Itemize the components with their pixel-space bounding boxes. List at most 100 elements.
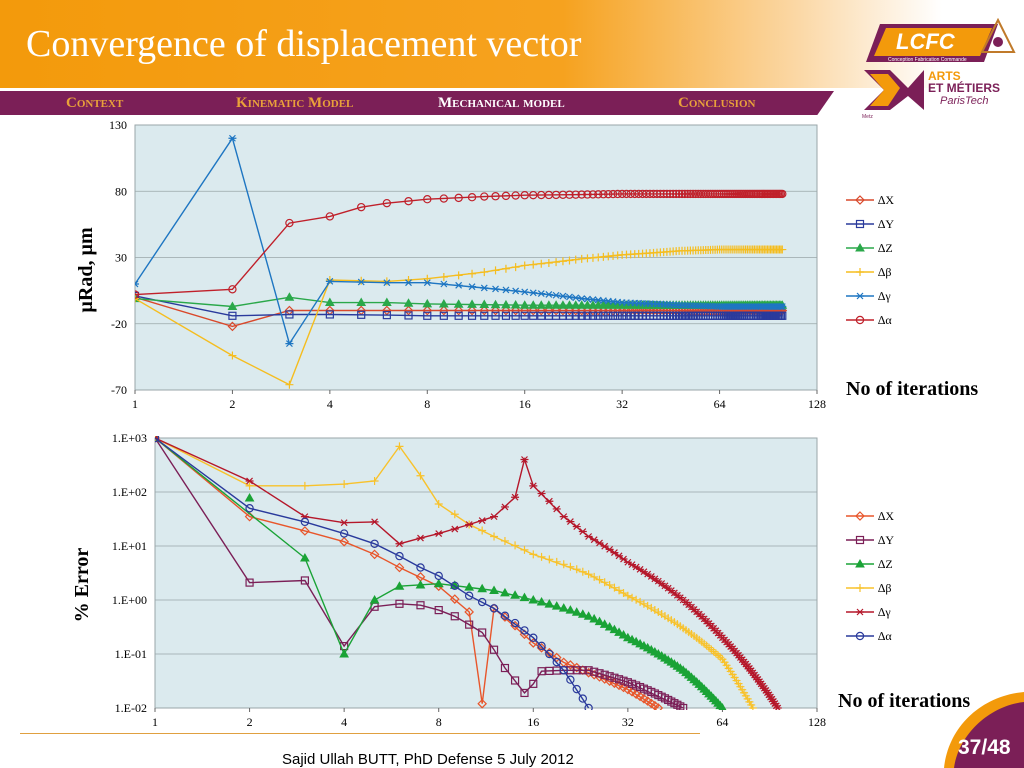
chart0-x-tick-label: 8 [424,397,430,411]
am-logo-line2: ET MÉTIERS [928,80,1000,95]
chart1-data-point [623,678,632,687]
chart1-data-point [572,565,581,574]
chart1-y-tick-label: 1.E-02 [115,701,147,715]
chart1-data-point [627,686,637,697]
chart0-series-3 [135,245,787,389]
footer-text: Sajid Ullah BUTT, PhD Defense 5 July 201… [282,751,574,768]
chart1-data-point [537,641,546,651]
chart0-data-point [382,198,392,208]
chart0-data-point [510,300,521,309]
chart0-legend-label: ∆γ [878,289,891,303]
chart1-data-point [477,597,487,607]
chart0-data-point [565,293,574,301]
chart0-data-point [135,294,139,303]
chart1-data-point [416,534,425,542]
chart1-data-point [679,703,688,710]
chart0-data-point [357,202,366,212]
chart0-data-point [403,298,414,307]
chart1-x-tick-label: 64 [716,715,728,729]
chart1-data-point [478,526,487,535]
chart1-xlabel: No of iterations [846,378,979,400]
chart0-data-point [501,311,511,320]
chart1-legend-label: ∆α [878,629,892,643]
chart1-data-point [434,530,443,537]
chart1-data-point [600,542,609,550]
chart1-legend-label: ∆X [878,509,894,523]
chart0-data-point [356,297,367,307]
chart0-data-point [577,190,586,199]
chart1-data-point [559,666,568,675]
chart1-data-point [489,645,499,654]
chart1-x-tick-label: 1 [152,715,158,729]
chart1-data-point [340,519,349,527]
chart0-data-point [778,303,787,310]
chart1-data-point [628,593,637,602]
chart1-data-point [300,526,310,536]
chart1-data-point [565,660,576,670]
chart0-data-point [357,278,366,286]
chart0-data-point [403,305,414,316]
chart0-data-point [284,292,295,301]
chart0-data-point [617,189,627,199]
chart0-data-point [565,256,574,265]
chart1-legend-label: ∆Y [878,533,894,547]
chart1-data-point [529,679,538,688]
chart0-y-tick-label: 130 [109,118,127,132]
chart1-legend-marker [855,511,865,521]
chart-percent-error: 1.E+03 1.E+02 1.E+01 1.E+00 1.E-01 1.E-02 1 2 4 8… [71,431,894,729]
chart0-data-point [613,189,622,199]
chart0-data-point [564,305,575,316]
chart1-data-point [529,482,538,490]
chart0-data-point [520,311,529,320]
nav-item-conclusion[interactable]: Conclusion [678,95,756,111]
chart1-data-point [245,578,254,587]
nav-item-context[interactable]: Context [66,95,124,111]
nav-item-kinematic-model[interactable]: Kinematic Model [236,95,354,111]
chart0-data-point [439,273,448,282]
chart1-series-3 [155,436,757,710]
chart1-data-point [395,442,404,451]
chart1-data-point [578,528,587,535]
chart0-legend-label: ∆Z [878,241,893,255]
chart0-data-point [558,305,568,316]
chart0-data-point [479,299,490,309]
chart0-data-point [381,297,392,307]
chart0-data-point [571,311,580,320]
chart1-data-point [615,552,624,560]
chart1-data-point [609,678,620,689]
chart0-data-point [227,321,238,332]
chart1-data-point [595,669,604,678]
chart1-data-point [590,572,599,581]
chart1-data-point [773,704,782,710]
chart1-series-4 [155,436,782,710]
chart1-data-point [434,571,443,581]
chart1-data-point [584,533,593,540]
chart0-data-point [491,285,500,293]
chart0-data-point [544,291,553,298]
chart0-data-point [552,258,561,267]
chart1-data-point [500,612,510,622]
chart1-data-point [595,575,604,584]
chart0-data-point [404,279,413,287]
chart0-data-point [570,300,581,309]
chart1-y-tick-label: 1.E+02 [112,485,147,499]
chart0-data-point [565,190,574,199]
chart1-data-point [500,503,509,511]
chart0-ylabel: µRad, µm [75,227,97,313]
chart1-data-point [605,580,614,589]
nav-item-mechanical-model[interactable]: Mechanical model [438,95,565,111]
chart0-data-point [558,190,568,200]
chart0-data-point [778,311,787,320]
page-number: 37/48 [958,736,1011,759]
chart1-data-point [500,663,510,673]
chart0-data-point [501,264,510,273]
chart0-legend-marker [855,242,865,252]
arts-et-metiers-logo: ARTS ET MÉTIERS ParisTech Metz [862,69,1000,120]
chart1-data-point [609,624,620,634]
chart0-data-point [604,189,613,199]
chart1-data-point [395,551,404,561]
chart0-data-point [501,299,511,309]
chart0-data-point [680,189,690,199]
chart1-data-point [653,703,664,710]
